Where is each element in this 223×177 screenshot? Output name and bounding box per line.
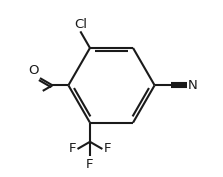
Text: N: N [188,79,198,92]
Text: F: F [86,158,94,171]
Text: F: F [68,142,76,155]
Text: Cl: Cl [74,18,87,31]
Text: O: O [28,64,38,76]
Text: F: F [104,142,112,155]
